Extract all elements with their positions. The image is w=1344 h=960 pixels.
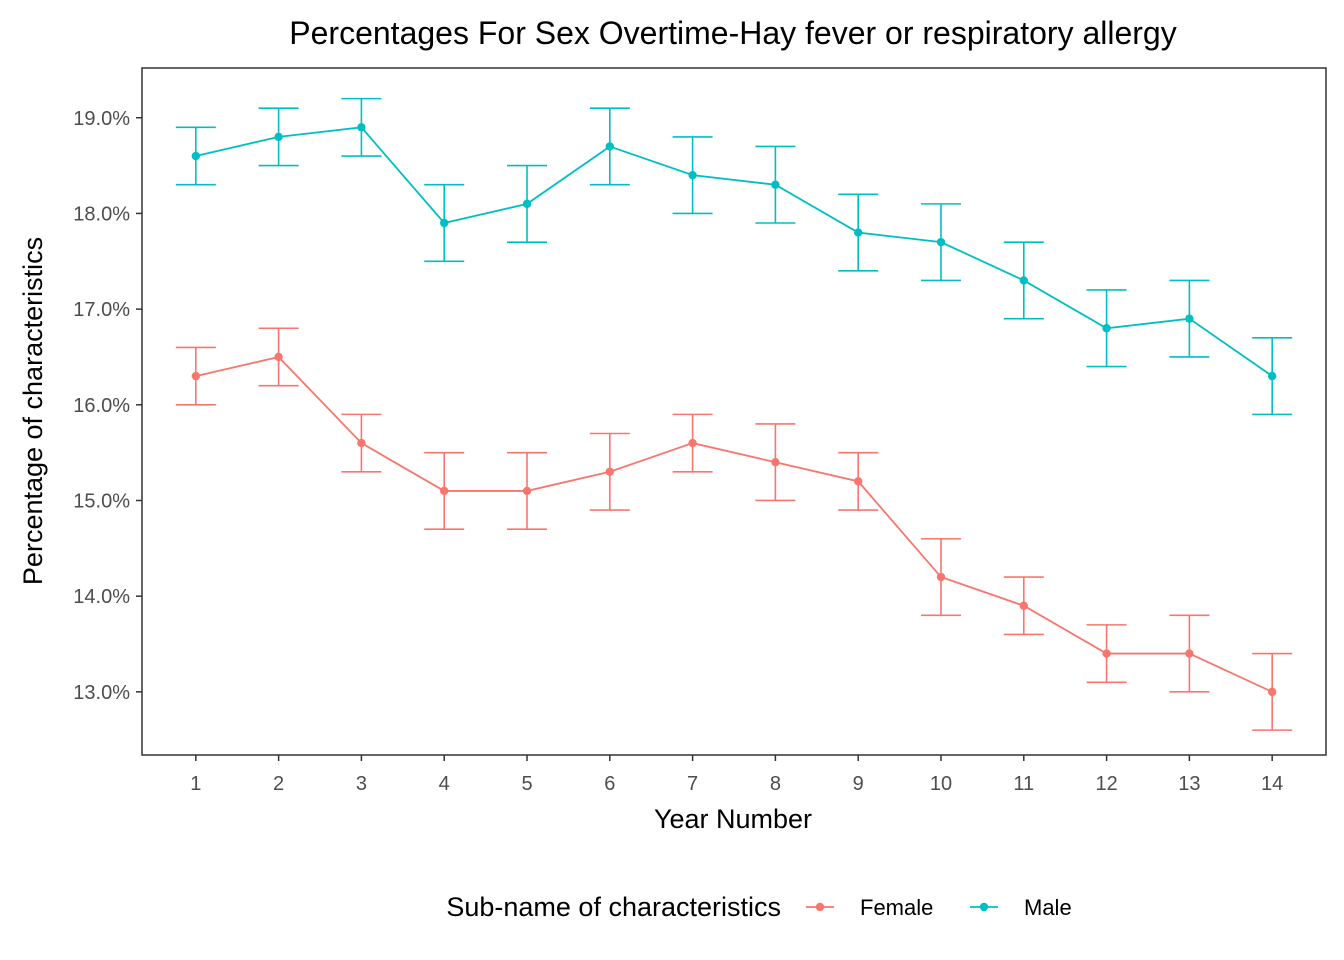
data-point-female <box>1019 601 1028 610</box>
data-point-female <box>853 477 863 486</box>
data-point-female <box>522 486 532 496</box>
data-point-male <box>1019 276 1028 285</box>
x-tick-label: 9 <box>853 773 864 795</box>
data-point-male <box>357 123 366 132</box>
legend-key-point <box>815 902 825 912</box>
legend-item-female: Female <box>806 895 933 920</box>
data-point-female <box>936 572 946 582</box>
legend-label-female: Female <box>860 895 933 920</box>
data-point-female <box>1185 649 1194 658</box>
legend-item-male: Male <box>970 895 1072 920</box>
x-tick-label: 6 <box>604 773 615 795</box>
y-tick-label: 19.0% <box>73 108 130 130</box>
x-tick-label: 7 <box>687 773 698 795</box>
legend: Sub-name of characteristics Female Male <box>446 892 1071 922</box>
data-point-female <box>440 486 449 496</box>
y-axis-title: Percentage of characteristics <box>18 237 48 585</box>
data-point-male <box>274 132 283 142</box>
x-tick-label: 4 <box>439 773 450 795</box>
data-point-male <box>440 218 449 228</box>
y-tick-label: 14.0% <box>73 586 130 608</box>
data-point-male <box>771 180 780 189</box>
y-tick-label: 17.0% <box>73 299 130 321</box>
axis-ticks <box>136 117 1273 761</box>
series-line-male <box>195 126 1273 377</box>
x-tick-label: 13 <box>1178 773 1200 795</box>
data-point-female <box>357 438 366 448</box>
x-tick-label: 5 <box>521 773 532 795</box>
data-point-male <box>1267 371 1277 381</box>
chart-title: Percentages For Sex Overtime-Hay fever o… <box>289 15 1176 51</box>
y-tick-label: 18.0% <box>73 203 130 225</box>
series-layer <box>175 97 1293 731</box>
series-female <box>175 327 1293 731</box>
data-point-female <box>688 438 697 448</box>
data-point-male <box>853 228 863 237</box>
x-tick-label: 11 <box>1013 773 1034 795</box>
series-male <box>175 97 1293 416</box>
x-tick-label: 8 <box>770 773 781 795</box>
data-point-female <box>771 458 780 467</box>
x-tick-label: 10 <box>930 773 952 795</box>
y-tick-labels: 13.0% 14.0% 15.0% 16.0% 17.0% 18.0% 19.0% <box>73 108 130 704</box>
data-point-male <box>1185 314 1194 323</box>
x-tick-label: 12 <box>1095 773 1117 795</box>
data-point-male <box>605 142 615 151</box>
x-tick-label: 1 <box>190 773 201 795</box>
legend-title: Sub-name of characteristics <box>446 892 781 922</box>
y-tick-label: 13.0% <box>73 682 130 704</box>
x-tick-label: 14 <box>1261 773 1283 795</box>
x-tick-label: 2 <box>273 773 284 795</box>
plot-panel <box>141 67 1327 756</box>
data-point-male <box>191 151 201 161</box>
legend-items: Female Male <box>806 895 1072 920</box>
y-tick-label: 15.0% <box>73 490 130 512</box>
x-axis-title: Year Number <box>654 804 812 834</box>
x-tick-label: 3 <box>356 773 367 795</box>
data-point-female <box>274 352 283 362</box>
data-point-male <box>522 199 532 209</box>
legend-key-point <box>979 902 989 912</box>
data-point-female <box>1102 649 1111 658</box>
y-tick-label: 16.0% <box>73 395 130 417</box>
data-point-male <box>1102 324 1111 333</box>
data-point-male <box>688 170 697 180</box>
legend-label-male: Male <box>1024 895 1072 920</box>
data-point-female <box>1267 687 1277 697</box>
data-point-male <box>936 237 946 247</box>
data-point-female <box>191 371 201 381</box>
series-line-female <box>195 355 1273 693</box>
x-tick-labels: 1 2 3 4 5 6 7 8 9 10 11 12 13 14 <box>190 773 1283 795</box>
data-point-female <box>605 467 615 476</box>
